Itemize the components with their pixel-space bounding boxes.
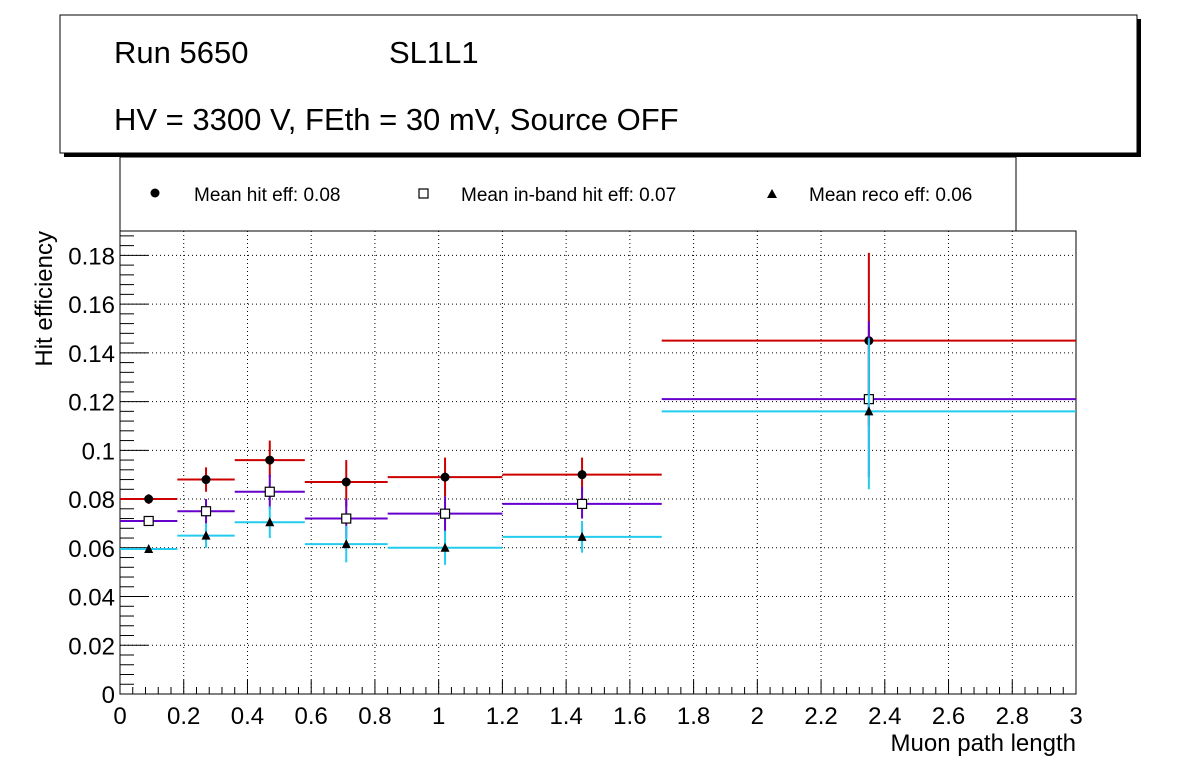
- legend-box: [119, 156, 1017, 232]
- x-tick-label: 1.8: [677, 703, 710, 730]
- y-tick-label: 0.06: [68, 536, 115, 563]
- data-point-triangle: [265, 517, 275, 527]
- y-tick-label: 0.02: [68, 633, 115, 660]
- x-tick-label: 0.4: [231, 703, 264, 730]
- y-tick-label: 0.12: [68, 390, 115, 417]
- data-point-circle: [341, 477, 351, 487]
- data-point-circle: [265, 455, 275, 465]
- legend-marker-hit: [150, 188, 160, 198]
- data-point-triangle: [440, 542, 450, 552]
- y-tick-label: 0.08: [68, 487, 115, 514]
- y-tick-label: 0.18: [68, 243, 115, 270]
- x-tick-label: 2.2: [804, 703, 837, 730]
- x-tick-label: 1: [432, 703, 445, 730]
- data-point-triangle: [864, 406, 874, 416]
- y-axis: 0 0.02 0.04 0.06 0.08 0.1 0.12 0.14 0.16 0.18: [68, 235, 148, 709]
- y-tick-label: 0.04: [68, 585, 115, 612]
- x-tick-label: 3: [1069, 703, 1082, 730]
- title-box: [59, 14, 1138, 154]
- plot-frame: [119, 230, 1077, 695]
- data-point-square: [143, 515, 154, 527]
- title-layer: SL1L1: [389, 35, 479, 70]
- data-point-triangle: [201, 530, 211, 540]
- x-tick-label: 0.8: [358, 703, 391, 730]
- series-2: [120, 338, 1076, 565]
- x-tick-label: 0.2: [167, 703, 200, 730]
- title-settings: HV = 3300 V, FEth = 30 mV, Source OFF: [114, 102, 679, 137]
- x-tick-label: 1.2: [486, 703, 519, 730]
- x-tick-label: 1.4: [549, 703, 582, 730]
- title-run: Run 5650: [114, 35, 248, 70]
- data-point-triangle: [577, 531, 587, 541]
- y-axis-title: Hit efficiency: [31, 231, 58, 367]
- legend-label-hit: Mean hit eff: 0.08: [194, 185, 340, 206]
- data-point-square: [200, 506, 212, 517]
- data-point-square: [576, 498, 588, 510]
- data-point-square: [439, 508, 451, 519]
- data-point-triangle: [144, 544, 154, 554]
- x-tick-label: 2.8: [996, 703, 1029, 730]
- data-point-circle: [440, 472, 450, 482]
- y-tick-label: 0: [102, 682, 115, 709]
- data-point-circle: [144, 494, 154, 504]
- legend-label-inband: Mean in-band hit eff: 0.07: [461, 185, 676, 206]
- x-tick-label: 2: [751, 703, 764, 730]
- grid: [120, 231, 1076, 694]
- data-series: [120, 252, 1076, 565]
- x-tick-label: 0: [113, 703, 126, 730]
- data-point-circle: [201, 475, 211, 485]
- x-tick-label: 2.6: [932, 703, 965, 730]
- y-tick-label: 0.1: [82, 438, 115, 465]
- legend-label-reco: Mean reco eff: 0.06: [809, 185, 972, 206]
- x-tick-label: 2.4: [868, 703, 901, 730]
- legend-marker-reco: [767, 189, 777, 198]
- data-point-triangle: [341, 539, 351, 549]
- data-point-circle: [577, 470, 587, 480]
- x-tick-label: 1.6: [613, 703, 646, 730]
- legend-marker-inband: [418, 188, 429, 199]
- y-tick-label: 0.14: [68, 341, 115, 368]
- data-point-square: [341, 513, 352, 524]
- legend: Mean hit eff: 0.08 Mean in-band hit eff:…: [150, 185, 972, 206]
- x-axis: 0 0.2 0.4 0.6 0.8 1 1.2 1.4 1.6 1.8 2 2.2 2.4 2.6 2.8 3: [113, 680, 1083, 730]
- x-tick-label: 0.6: [295, 703, 328, 730]
- data-point-square: [264, 486, 275, 497]
- y-tick-label: 0.16: [68, 292, 115, 319]
- x-axis-title: Muon path length: [891, 730, 1076, 757]
